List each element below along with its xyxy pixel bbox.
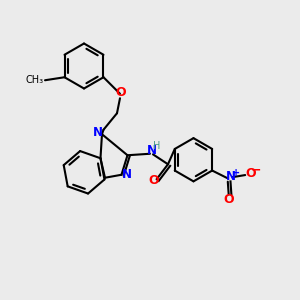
Text: N: N bbox=[226, 170, 236, 183]
Text: O: O bbox=[115, 86, 126, 99]
Text: O: O bbox=[224, 194, 234, 206]
Text: H: H bbox=[153, 141, 160, 151]
Text: O: O bbox=[148, 174, 159, 187]
Text: N: N bbox=[146, 144, 157, 157]
Text: O: O bbox=[245, 167, 256, 180]
Text: N: N bbox=[122, 168, 132, 181]
Text: −: − bbox=[250, 163, 261, 176]
Text: N: N bbox=[92, 126, 103, 139]
Text: +: + bbox=[232, 168, 240, 178]
Text: CH₃: CH₃ bbox=[26, 75, 44, 85]
